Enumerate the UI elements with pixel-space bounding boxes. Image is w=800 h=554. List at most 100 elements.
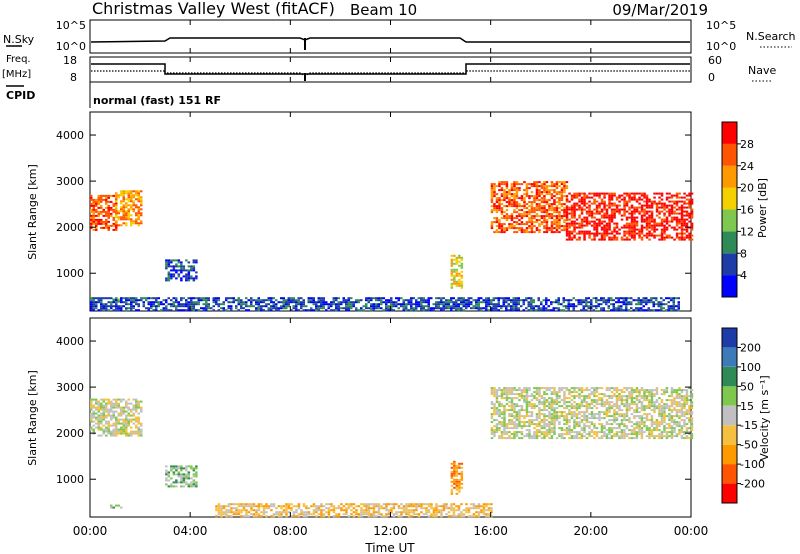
- heat-cell: [613, 212, 616, 215]
- heat-cell: [152, 303, 155, 306]
- heat-cell: [352, 507, 356, 510]
- heat-cell: [625, 236, 629, 239]
- heat-cell: [255, 299, 258, 302]
- heat-cell: [177, 275, 181, 278]
- heat-cell: [317, 299, 320, 302]
- heat-cell: [493, 407, 496, 410]
- heat-cell: [175, 277, 178, 280]
- heat-cell: [260, 505, 263, 508]
- heat-cell: [320, 303, 323, 306]
- heat-cell: [532, 305, 535, 308]
- heat-cell: [653, 409, 656, 412]
- heat-cell: [618, 204, 621, 207]
- heat-cell: [665, 206, 669, 209]
- heat-cell: [515, 435, 519, 438]
- heat-cell: [543, 199, 546, 202]
- heat-cell: [382, 507, 386, 510]
- heat-cell: [680, 196, 684, 199]
- heat-cell: [475, 301, 478, 304]
- heat-cell: [618, 423, 621, 426]
- heat-cell: [170, 275, 173, 278]
- heat-cell: [347, 309, 350, 312]
- heat-cell: [598, 431, 601, 434]
- heat-cell: [648, 395, 651, 398]
- heat-cell: [530, 395, 534, 398]
- heat-cell: [605, 403, 609, 406]
- heat-cell: [162, 309, 165, 312]
- heat-cell: [240, 305, 243, 308]
- heat-cell: [262, 511, 266, 514]
- heat-cell: [132, 307, 135, 310]
- heat-cell: [107, 220, 110, 223]
- heat-cell: [412, 509, 416, 512]
- heat-cell: [362, 305, 365, 308]
- heat-cell: [510, 427, 514, 430]
- heat-cell: [575, 218, 579, 221]
- heat-cell: [222, 505, 226, 508]
- heat-cell: [680, 222, 684, 225]
- heat-cell: [300, 297, 303, 300]
- heat-cell: [490, 191, 494, 194]
- heat-cell: [450, 278, 454, 281]
- heat-cell: [605, 435, 609, 438]
- heat-cell: [540, 409, 544, 412]
- heat-cell: [280, 305, 283, 308]
- heat-cell: [490, 309, 493, 312]
- heat-cell: [120, 200, 123, 203]
- heat-cell: [525, 421, 529, 424]
- heat-cell: [422, 507, 426, 510]
- heat-cell: [518, 437, 521, 440]
- heat-cell: [220, 507, 223, 510]
- heat-cell: [542, 305, 545, 308]
- heat-cell: [100, 434, 103, 437]
- heat-cell: [475, 299, 478, 302]
- heat-cell: [645, 415, 649, 418]
- heat-cell: [555, 397, 559, 400]
- heat-cell: [498, 413, 501, 416]
- heat-cell: [367, 515, 371, 518]
- heat-cell: [415, 307, 418, 310]
- heat-cell: [230, 305, 233, 308]
- heat-cell: [633, 403, 636, 406]
- heat-cell: [410, 303, 413, 306]
- heat-cell: [315, 301, 318, 304]
- heat-cell: [503, 429, 506, 432]
- heat-cell: [575, 407, 579, 410]
- heat-cell: [545, 419, 549, 422]
- heat-cell: [528, 425, 531, 428]
- heat-cell: [125, 428, 128, 431]
- heat-cell: [625, 297, 628, 300]
- heat-cell: [177, 473, 181, 476]
- heat-cell: [595, 206, 599, 209]
- heat-cell: [555, 437, 559, 440]
- heat-cell: [543, 205, 546, 208]
- heat-cell: [568, 218, 571, 221]
- heat-cell: [568, 413, 571, 416]
- heat-cell: [490, 433, 494, 436]
- heat-cell: [640, 192, 644, 195]
- heat-cell: [450, 301, 453, 304]
- heat-cell: [185, 269, 188, 272]
- colorbar-segment: [722, 253, 737, 276]
- heat-cell: [497, 299, 500, 302]
- heat-cell: [112, 218, 115, 221]
- heat-cell: [567, 299, 570, 302]
- heat-cell: [638, 415, 641, 418]
- heat-cell: [508, 437, 511, 440]
- heat-cell: [472, 299, 475, 302]
- heat-cell: [515, 305, 518, 308]
- heat-cell: [315, 511, 318, 514]
- heat-cell: [462, 515, 466, 518]
- heat-cell: [540, 419, 544, 422]
- heat-cell: [187, 309, 190, 312]
- heat-cell: [508, 393, 511, 396]
- heat-cell: [535, 423, 539, 426]
- heat-cell: [615, 206, 619, 209]
- heat-cell: [325, 303, 328, 306]
- heat-cell: [648, 433, 651, 436]
- heat-cell: [680, 216, 684, 219]
- heat-cell: [458, 484, 461, 487]
- heat-cell: [495, 309, 498, 312]
- heat-cell: [630, 397, 634, 400]
- heat-cell: [543, 189, 546, 192]
